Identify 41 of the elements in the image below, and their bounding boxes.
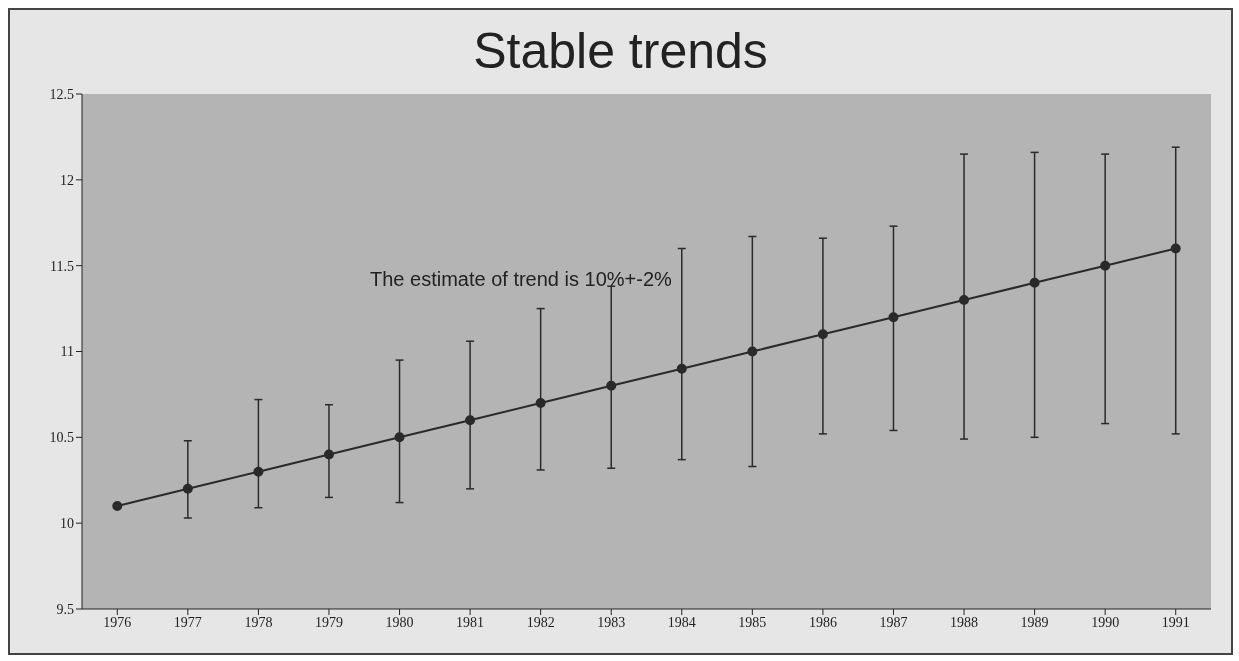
y-tick-label: 10 bbox=[60, 516, 74, 532]
point bbox=[817, 329, 828, 340]
x-tick-label: 1988 bbox=[950, 614, 979, 630]
x-tick-label: 1982 bbox=[526, 614, 555, 630]
point bbox=[676, 363, 687, 374]
point bbox=[112, 501, 123, 511]
point bbox=[253, 466, 264, 477]
x-tick-label: 1980 bbox=[385, 614, 414, 630]
point bbox=[888, 312, 899, 323]
x-tick-label: 1977 bbox=[173, 614, 202, 630]
x-tick-label: 1985 bbox=[738, 614, 767, 630]
x-tick-label: 1984 bbox=[667, 614, 696, 630]
x-tick-label: 1976 bbox=[103, 614, 132, 630]
point bbox=[1170, 243, 1181, 254]
point bbox=[959, 295, 970, 305]
point bbox=[747, 346, 758, 357]
x-tick-label: 1986 bbox=[808, 614, 837, 630]
x-tick-label: 1981 bbox=[456, 614, 485, 630]
chart-title: Stable trends bbox=[472, 22, 769, 80]
point bbox=[535, 398, 546, 408]
y-tick-label: 11.5 bbox=[50, 258, 74, 274]
point bbox=[394, 432, 405, 443]
x-tick-label: 1989 bbox=[1020, 614, 1049, 630]
x-tick-label: 1991 bbox=[1161, 614, 1190, 630]
point bbox=[1100, 260, 1111, 271]
point bbox=[323, 449, 334, 460]
x-tick-label: 1990 bbox=[1091, 614, 1120, 630]
y-tick-label: 9.5 bbox=[56, 601, 74, 617]
x-tick-label: 1978 bbox=[244, 614, 273, 630]
x-tick-label: 1983 bbox=[597, 614, 626, 630]
point bbox=[465, 415, 476, 426]
y-tick-label: 12.5 bbox=[49, 86, 74, 102]
x-tick-label: 1987 bbox=[879, 614, 908, 630]
point bbox=[182, 483, 193, 494]
y-tick-label: 10.5 bbox=[49, 430, 74, 446]
annotation: The estimate of trend is 10%+-2% bbox=[370, 268, 672, 291]
point bbox=[606, 380, 617, 391]
y-tick-label: 11 bbox=[60, 344, 74, 360]
y-tick-label: 12 bbox=[60, 172, 74, 188]
point bbox=[1029, 277, 1040, 288]
x-tick-label: 1979 bbox=[314, 614, 343, 630]
